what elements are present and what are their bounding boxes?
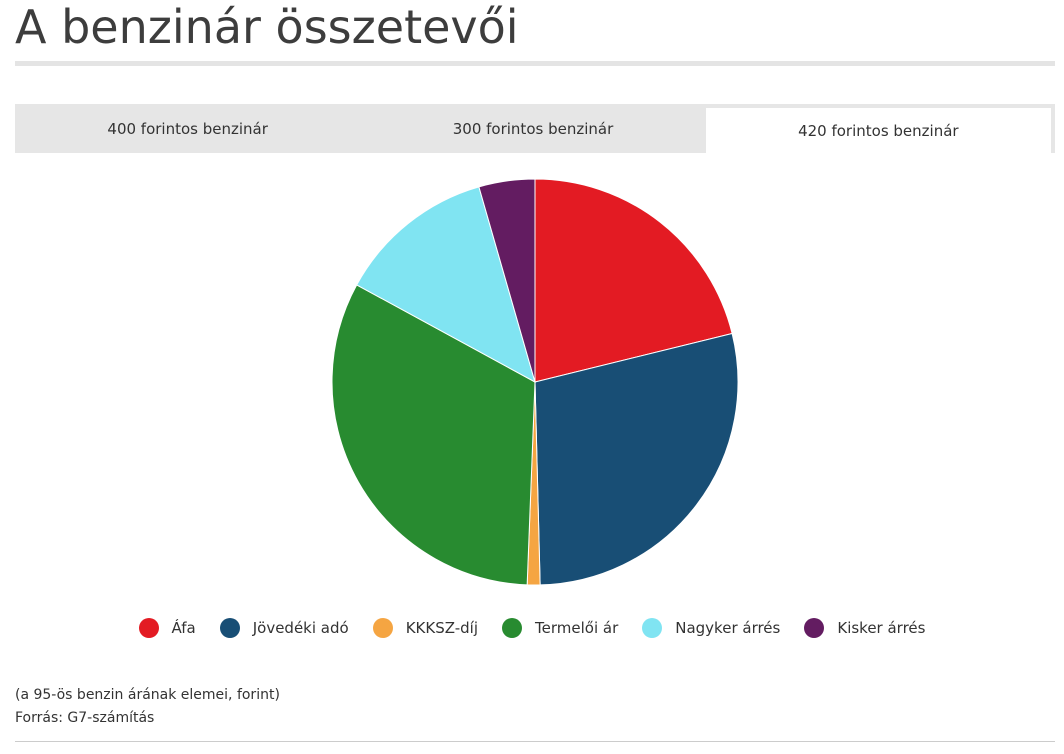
legend-item-4[interactable]: Nagyker árrés [642,618,780,638]
legend-dot-icon [804,618,825,638]
page-title: A benzinár összetevői [15,0,519,54]
chart-legend: Áfa Jövedéki adó KKKSZ-díj Termelői ár Nagyk… [0,616,1064,640]
pie-slice-1[interactable] [534,332,739,586]
legend-dot-icon [502,618,523,638]
tab-420[interactable]: 420 forintos benzinár [705,108,1051,153]
legend-item-3[interactable]: Termelői ár [502,618,618,638]
tab-300[interactable]: 300 forintos benzinár [452,119,614,138]
legend-label: Nagyker árrés [675,619,781,637]
pie-slice-5[interactable] [478,178,536,383]
note-source: Forrás: G7-számítás [15,710,155,726]
legend-item-1[interactable]: Jövedéki adó [219,618,349,638]
tab-bar: 400 forintos benzinár 300 forintos benzi… [15,104,1055,153]
legend-item-2[interactable]: KKKSZ-díj [372,618,479,638]
legend-label: Termelői ár [535,619,619,637]
legend-label: Áfa [171,619,196,637]
legend-label: Kisker árrés [837,619,926,637]
tab-400[interactable]: 400 forintos benzinár [107,119,268,138]
legend-label: KKKSZ-díj [405,619,479,637]
legend-dot-icon [642,618,663,638]
pie-chart [331,178,739,586]
legend-item-0[interactable]: Áfa [138,618,196,638]
pie-slice-3[interactable] [331,284,536,586]
bottom-divider [15,741,1055,742]
chart-note: (a 95-ös benzin árának elemei, forint) F… [15,684,280,730]
legend-label: Jövedéki adó [252,619,349,637]
note-unit: (a 95-ös benzin árának elemei, forint) [15,687,280,703]
pie-slice-4[interactable] [356,186,536,384]
legend-item-5[interactable]: Kisker árrés [804,618,925,638]
pie-slice-0[interactable] [534,178,733,383]
legend-dot-icon [138,618,159,638]
legend-dot-icon [372,618,393,638]
title-divider [15,61,1055,66]
legend-dot-icon [219,618,240,638]
